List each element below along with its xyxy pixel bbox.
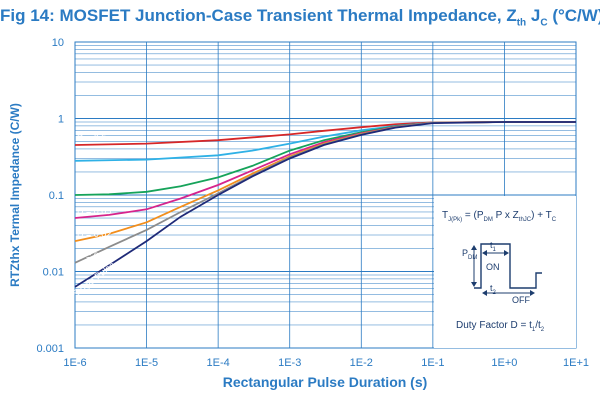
pulse-waveform	[471, 243, 542, 296]
duty-text: Duty Factor D = t	[456, 320, 532, 331]
t1-arrow-head-right	[504, 250, 509, 256]
series-label: D = 0.1	[77, 183, 106, 193]
series-label: D = 0.05	[77, 206, 111, 216]
t2-arrow-head-left	[482, 290, 487, 296]
duty-mid: /t	[535, 320, 541, 331]
pulse-waveform-line	[474, 243, 542, 289]
off-label: OFF	[512, 295, 530, 305]
x-tick-label: 1E-1	[421, 357, 444, 369]
t2-label-text: t	[490, 283, 493, 293]
eq-c-sub: C	[551, 217, 557, 223]
y-tick-labels: 0.001 0.01 0.1 1 10	[36, 37, 64, 355]
eq-t: T	[442, 210, 449, 221]
t2-arrow-head-right	[530, 290, 535, 296]
series-label: D = 0.5	[77, 133, 106, 143]
t2-label: t2	[490, 283, 496, 296]
y-tick-label: 10	[52, 37, 64, 49]
chart-title: Fig 14: MOSFET Junction-Case Transient T…	[0, 6, 600, 28]
t1-label-sub: 1	[492, 246, 496, 253]
x-tick-label: 1E+1	[563, 357, 589, 369]
series-labels: D = 0.5 D = 0.3 D = 0.1 D = 0.05 D = 0.02 D =…	[71, 133, 117, 298]
x-tick-label: 1E-2	[350, 357, 373, 369]
t1-label: t1	[490, 240, 496, 253]
x-tick-label: 1E-4	[207, 357, 230, 369]
series-label: D = 0.3	[77, 149, 106, 159]
y-tick-label: 1	[58, 114, 64, 126]
eq-rest: = (P	[462, 210, 484, 221]
duty-factor-label: Duty Factor D = t1/t2	[456, 320, 544, 333]
x-tick-label: 1E+0	[491, 357, 517, 369]
pdm-label-sub: DM	[468, 254, 478, 261]
eq-end: ) + T	[531, 210, 552, 221]
chart-title-sub-th: th	[516, 17, 527, 29]
on-label: ON	[486, 262, 500, 272]
eq-p-sub: DM	[483, 217, 493, 223]
series-label: D = 0.02	[77, 229, 111, 239]
t2-label-sub: 2	[492, 289, 496, 296]
series-label: D = 0.01	[77, 251, 111, 261]
chart-title-main: Fig 14: MOSFET Junction-Case Transient T…	[0, 6, 517, 25]
x-tick-label: 1E-5	[135, 357, 158, 369]
series-line	[74, 121, 576, 288]
duty-sub2: 2	[540, 327, 545, 333]
eq-mid: P x Z	[492, 210, 519, 221]
series-layer	[74, 121, 576, 288]
eq-t-sub: J(Pk)	[448, 217, 463, 223]
junction-temperature-equation: TJ(Pk) = (PDM P x ZthJC) + TC	[442, 210, 556, 223]
y-tick-label: 0.01	[43, 267, 64, 279]
pdm-label: PDM	[462, 248, 477, 261]
x-tick-label: 1E-3	[278, 357, 301, 369]
t1-label-text: t	[490, 240, 493, 250]
chart-title-sub-c: C	[540, 17, 548, 29]
pulse-diagram-inset: TJ(Pk) = (PDM P x ZthJC) + TC PDM t1 ON …	[434, 196, 576, 348]
pdm-arrow-head-bottom	[471, 282, 477, 287]
pdm-label-text: P	[462, 248, 469, 258]
chart-title-unit: (°C/W)	[547, 6, 600, 25]
duty-sub1: 1	[531, 327, 536, 333]
y-tick-label: 0.001	[36, 343, 64, 355]
chart-title-mid: J	[526, 6, 541, 25]
x-axis-label: Rectangular Pulse Duration (s)	[223, 374, 428, 390]
y-tick-label: 0.1	[49, 190, 64, 202]
x-tick-label: 1E-6	[63, 357, 86, 369]
pdm-arrow-head-top	[471, 245, 477, 250]
eq-z-sub: thJC	[518, 217, 532, 223]
x-tick-labels: 1E-6 1E-5 1E-4 1E-3 1E-2 1E-1 1E+0 1E+1	[63, 357, 589, 369]
y-axis-label: RTZthx Termal Impedance (C/W)	[8, 103, 22, 287]
t1-arrow-head-left	[482, 250, 487, 256]
